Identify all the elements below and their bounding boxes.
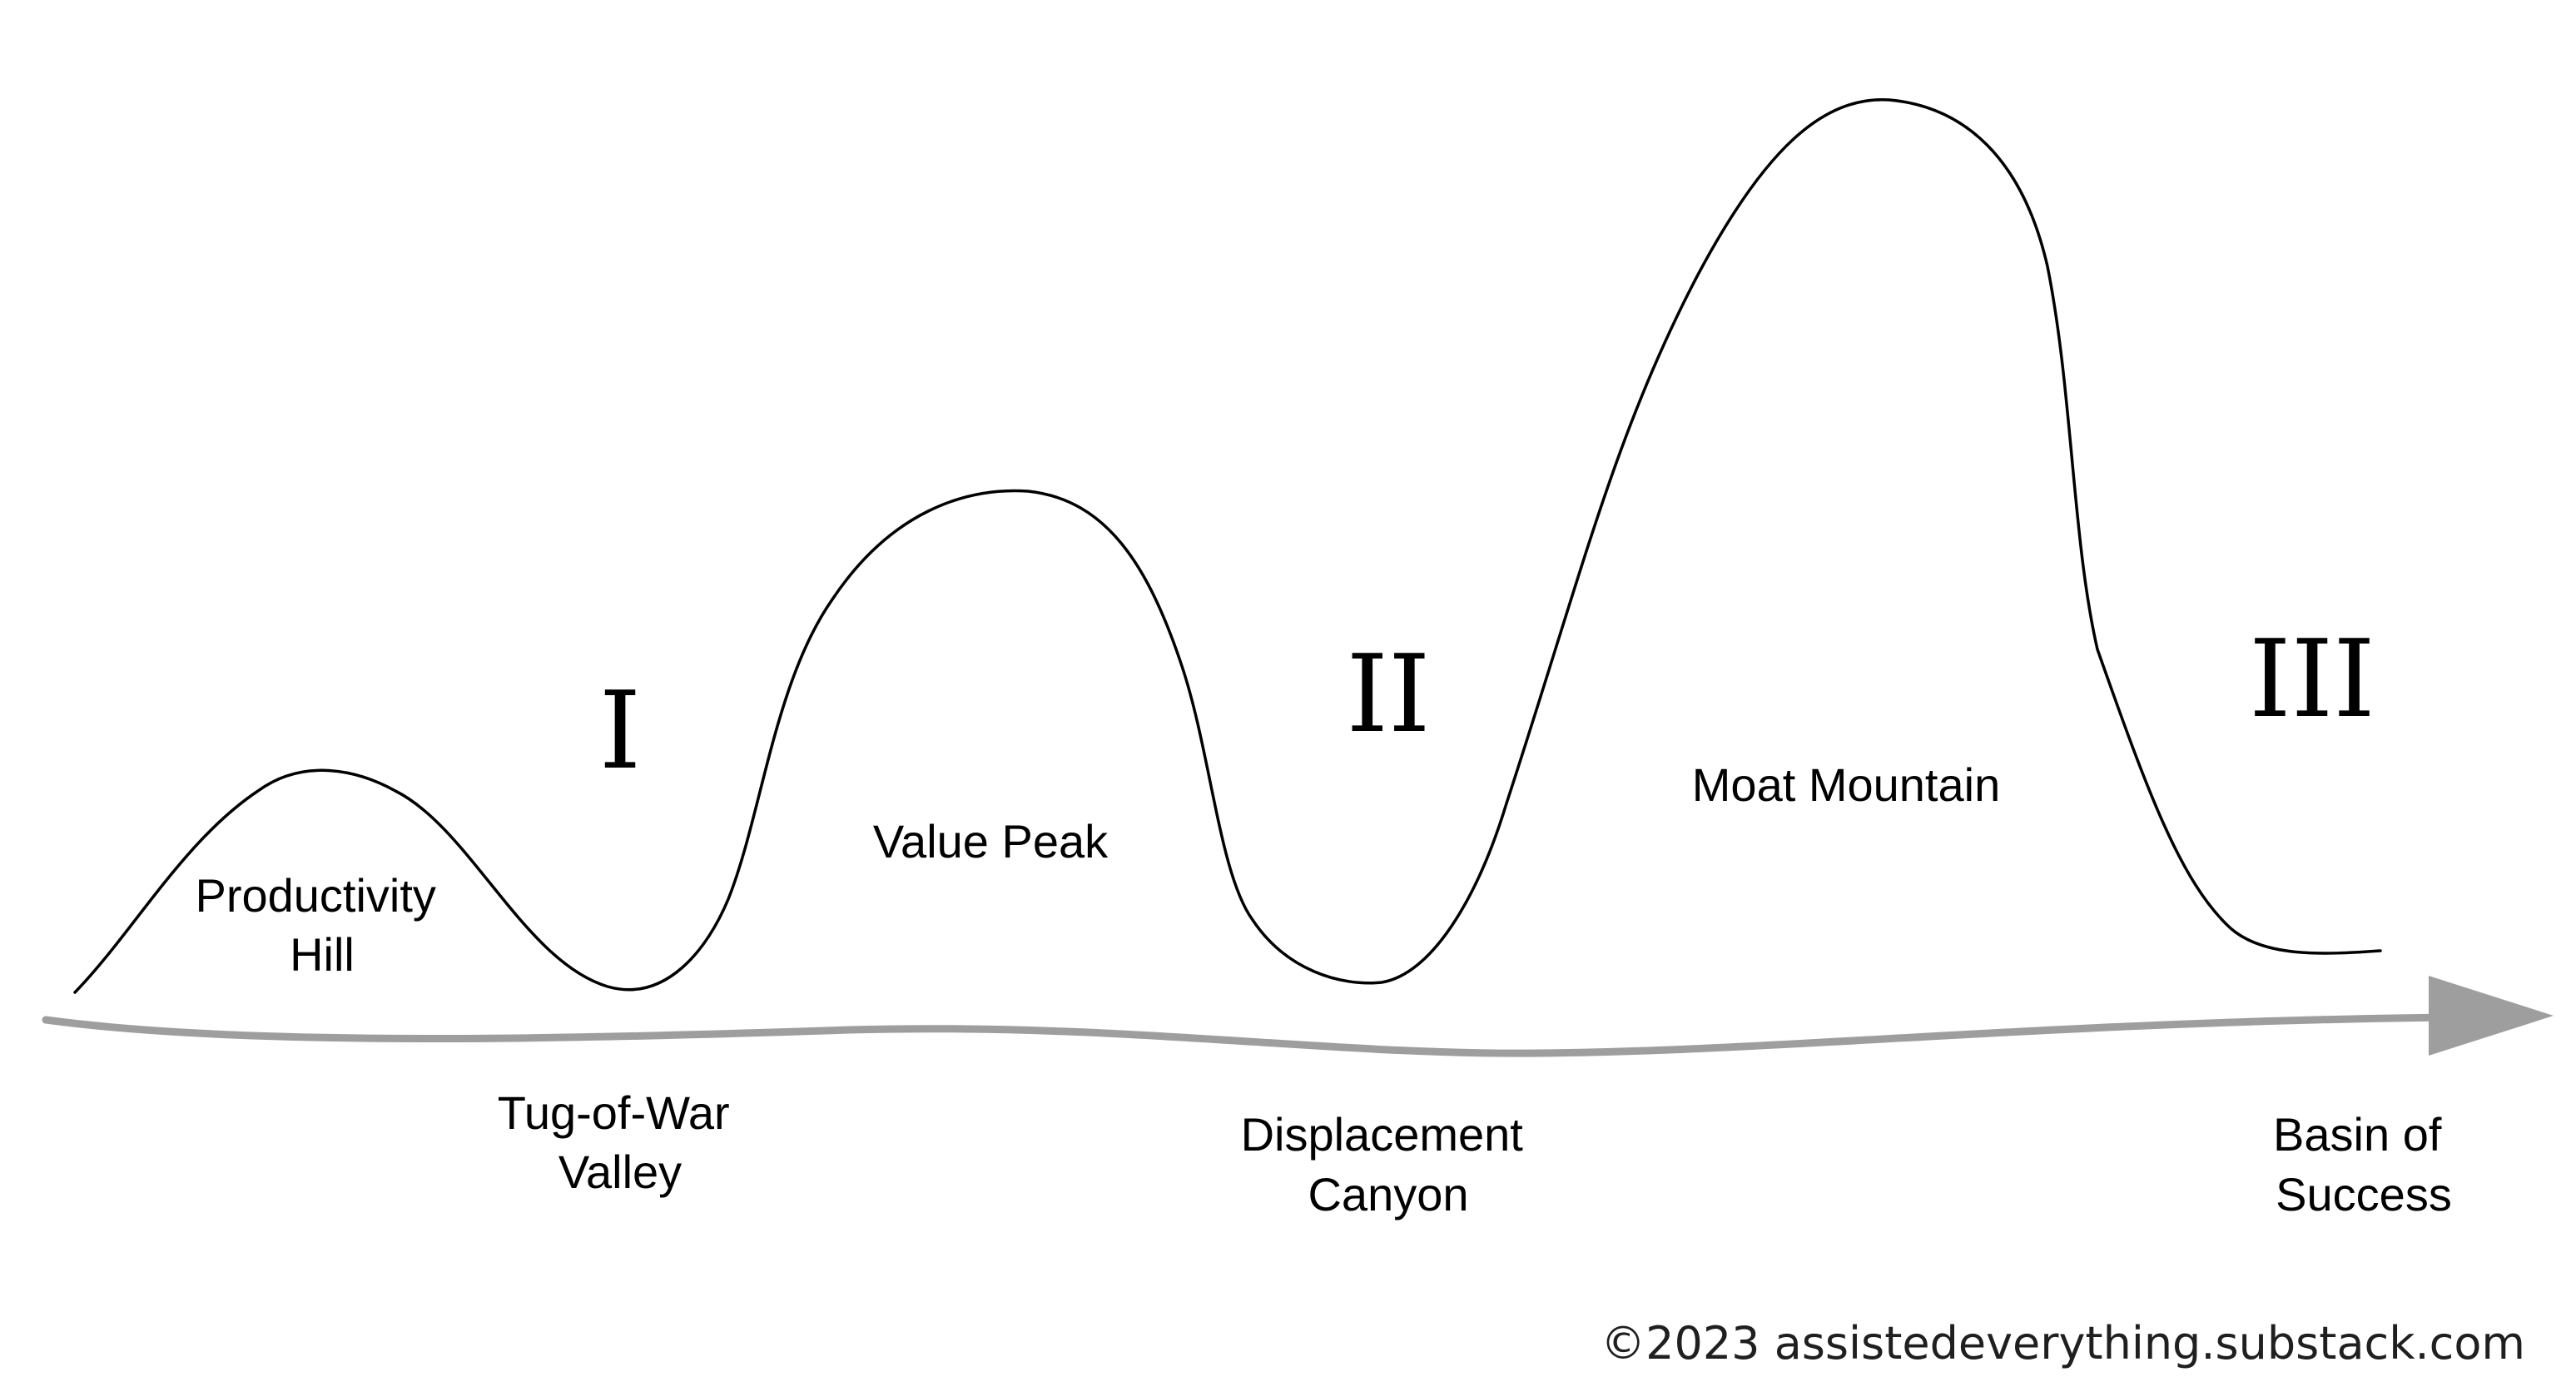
label-moat-mountain: Moat Mountain	[1692, 758, 2000, 811]
label-tug-of-war-valley: Tug-of-War Valley	[498, 1086, 743, 1198]
label-displacement-canyon: Displacement Canyon	[1241, 1108, 1536, 1220]
numeral-one: I	[599, 669, 642, 793]
timeline-axis	[42, 1013, 2451, 1057]
label-value-peak: Value Peak	[873, 815, 1109, 867]
timeline-arrowhead	[2429, 976, 2554, 1056]
label-basin-of-success: Basin of Success	[2273, 1108, 2454, 1220]
terrain-curve	[73, 98, 2382, 994]
numeral-three: III	[2249, 618, 2375, 742]
label-productivity-hill: Productivity Hill	[196, 869, 449, 981]
numeral-two: II	[1346, 633, 1430, 757]
copyright-text: ©2023 assistedeverything.substack.com	[1601, 1317, 2525, 1370]
